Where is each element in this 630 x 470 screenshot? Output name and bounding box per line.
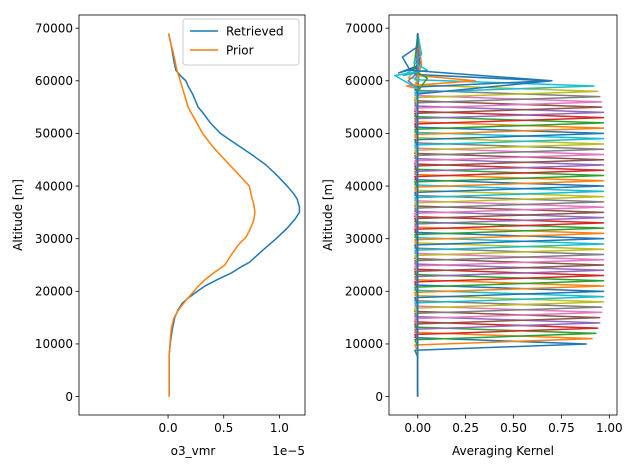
x-tick-label: 1.00: [596, 421, 623, 435]
right-axis-ticks: 0.00 0.25 0.50 0.75 1.00 0 10000 20000 30000 4000…: [345, 21, 623, 435]
x-tick-label: 0.0: [159, 421, 178, 435]
y-tick-label: 10000: [345, 337, 383, 351]
y-tick-label: 30000: [345, 232, 383, 246]
y-tick-label: 20000: [345, 285, 383, 299]
x-tick-label: 0.75: [548, 421, 575, 435]
y-tick-label: 30000: [35, 232, 73, 246]
y-tick-label: 50000: [35, 127, 73, 141]
kernel-line-upper: [401, 33, 553, 95]
kernel-line-upper: [405, 33, 476, 90]
legend-label: Retrieved: [226, 24, 284, 38]
y-tick-label: 10000: [35, 337, 73, 351]
y-tick-label: 20000: [35, 285, 73, 299]
y-tick-label: 50000: [345, 127, 383, 141]
y-tick-label: 60000: [35, 74, 73, 88]
y-tick-label: 60000: [345, 74, 383, 88]
x-tick-label: 0.25: [452, 421, 479, 435]
right-y-axis-label: Altitude [m]: [321, 179, 335, 251]
right-x-axis-label: Averaging Kernel: [452, 444, 554, 458]
series-line-retrieved: [167, 33, 301, 397]
kernel-line: [414, 33, 601, 397]
y-tick-label: 0: [375, 390, 383, 404]
left-axis-ticks: 0.0 0.5 1.0 0 10000 20000 30000 40000 50000 60000…: [35, 21, 289, 435]
legend: Retrieved Prior: [182, 18, 300, 66]
left-y-axis-label: Altitude [m]: [11, 179, 25, 251]
kernel-lines: [394, 33, 605, 397]
retrieved-prior-panel: 0.0 0.5 1.0 0 10000 20000 30000 40000 50000 60000…: [11, 14, 306, 458]
x-tick-label: 0.5: [214, 421, 233, 435]
y-tick-label: 70000: [345, 21, 383, 35]
x-scale-offset-label: 1e−5: [272, 444, 305, 458]
x-tick-label: 1.0: [270, 421, 289, 435]
y-tick-label: 40000: [345, 179, 383, 193]
right-axes-frame: [388, 14, 618, 416]
x-tick-label: 0.50: [500, 421, 527, 435]
series-line-prior: [167, 33, 256, 397]
left-axes-frame: [78, 14, 306, 416]
kernel-line-upper: [413, 33, 429, 92]
y-tick-label: 70000: [35, 21, 73, 35]
legend-label: Prior: [226, 43, 254, 57]
left-x-axis-label: o3_vmr: [171, 444, 216, 458]
averaging-kernel-panel: 0.00 0.25 0.50 0.75 1.00 0 10000 20000 30000 4000…: [321, 14, 623, 458]
kernel-line-upper: [407, 33, 419, 90]
kernel-line-upper: [394, 33, 429, 90]
profile-lines: [167, 33, 301, 397]
y-tick-label: 40000: [35, 179, 73, 193]
x-tick-label: 0.00: [404, 421, 431, 435]
y-tick-label: 0: [65, 390, 73, 404]
